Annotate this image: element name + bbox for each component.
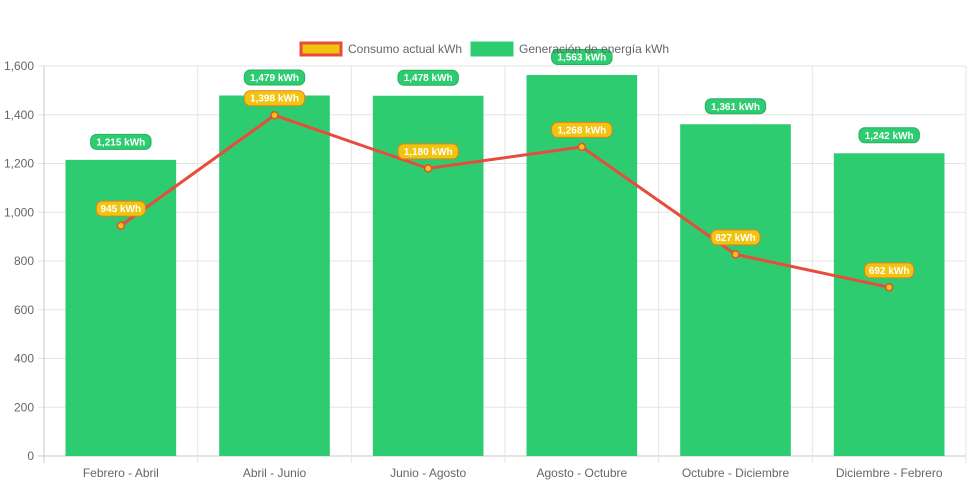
point-consumo[interactable] [423, 164, 433, 173]
line-value-label-text: 827 kWh [715, 233, 756, 244]
x-tick-label: Abril - Junio [243, 466, 307, 480]
legend-swatch-consumo [299, 41, 343, 57]
legend-label-generacion: Generación de energía kWh [519, 42, 669, 56]
bar-value-label-bg [397, 69, 459, 86]
data-labels: 1,215 kWh 1,479 kWh 1,478 kWh 1,563 kWh 1,36… [90, 49, 920, 279]
line-value-label: 945 kWh [95, 200, 146, 217]
bar-generacion[interactable] [526, 75, 638, 457]
x-tick-label: Agosto - Octubre [536, 466, 627, 480]
line-value-label-bg [551, 121, 613, 138]
bar-value-label-text: 1,242 kWh [865, 131, 914, 142]
line-value-label-bg [397, 143, 459, 160]
bar-value-label-text: 1,478 kWh [404, 73, 453, 84]
bar-value-label-text: 1,215 kWh [96, 137, 145, 148]
legend-item-consumo[interactable]: Consumo actual kWh [299, 41, 462, 57]
bar-value-label: 1,361 kWh [704, 98, 767, 115]
line-value-label-text: 1,180 kWh [404, 147, 453, 158]
x-tick-label: Octubre - Diciembre [682, 466, 790, 480]
bar-generacion[interactable] [219, 95, 330, 457]
legend-item-generacion[interactable]: Generación de energía kWh [470, 41, 669, 57]
line-value-label-text: 1,398 kWh [250, 94, 299, 105]
line-value-label: 692 kWh [864, 262, 915, 279]
y-tick-label: 600 [14, 303, 34, 317]
legend[interactable]: Consumo actual kWh Generación de energía… [299, 41, 669, 57]
y-tick-label: 1,400 [4, 108, 34, 122]
line-value-label: 1,398 kWh [243, 90, 306, 107]
bar-value-label-text: 1,563 kWh [557, 53, 606, 64]
legend-label-consumo: Consumo actual kWh [348, 42, 462, 56]
bar-value-label-text: 1,479 kWh [250, 73, 299, 84]
x-tick-label: Junio - Agosto [390, 466, 466, 480]
bar-value-label-bg [243, 69, 306, 86]
bar-value-label: 1,242 kWh [858, 127, 920, 144]
legend-swatch-generacion [470, 41, 514, 57]
grid [38, 65, 967, 463]
point-consumo[interactable] [270, 110, 279, 120]
bar-value-label: 1,563 kWh [551, 49, 613, 66]
bar-series [65, 75, 945, 457]
bar-value-label-bg [551, 49, 613, 66]
x-tick-label: Febrero - Abril [83, 466, 159, 480]
y-tick-label: 200 [14, 400, 34, 414]
line-value-label: 1,268 kWh [551, 121, 613, 138]
y-tick-label: 1,600 [4, 59, 34, 73]
line-value-label-bg [864, 262, 915, 279]
bar-value-label: 1,478 kWh [397, 69, 459, 86]
bar-value-label-bg [858, 127, 920, 144]
y-tick-label: 400 [14, 352, 34, 366]
axes: 0 200 400 600 800 1,000 1,200 1,400 1,600 Febrero… [4, 59, 943, 480]
bar-value-label-bg [704, 98, 767, 115]
line-value-label-bg [95, 200, 146, 217]
line-value-label-bg [243, 90, 306, 107]
line-series [116, 110, 894, 292]
point-consumo[interactable] [884, 283, 894, 292]
bar-value-label-bg [90, 133, 152, 150]
line-value-label-text: 1,268 kWh [557, 125, 606, 136]
point-consumo[interactable] [577, 142, 587, 152]
line-value-label-text: 945 kWh [101, 204, 142, 215]
point-consumo[interactable] [116, 221, 126, 230]
y-tick-label: 1,200 [4, 157, 34, 171]
line-value-label: 827 kWh [710, 229, 761, 246]
line-value-label-bg [710, 229, 761, 246]
bar-generacion[interactable] [833, 153, 945, 456]
point-consumo[interactable] [731, 250, 740, 259]
bar-value-label: 1,215 kWh [90, 133, 152, 150]
bar-value-label-text: 1,361 kWh [711, 102, 760, 113]
bar-generacion[interactable] [680, 124, 791, 456]
line-value-label: 1,180 kWh [397, 143, 459, 160]
y-tick-label: 800 [14, 254, 34, 268]
x-tick-label: Diciembre - Febrero [836, 466, 943, 480]
line-consumo [119, 113, 890, 289]
line-value-label-text: 692 kWh [869, 266, 910, 277]
y-tick-label: 1,000 [4, 205, 34, 219]
bar-value-label: 1,479 kWh [243, 69, 306, 86]
y-tick-label: 0 [27, 449, 34, 463]
